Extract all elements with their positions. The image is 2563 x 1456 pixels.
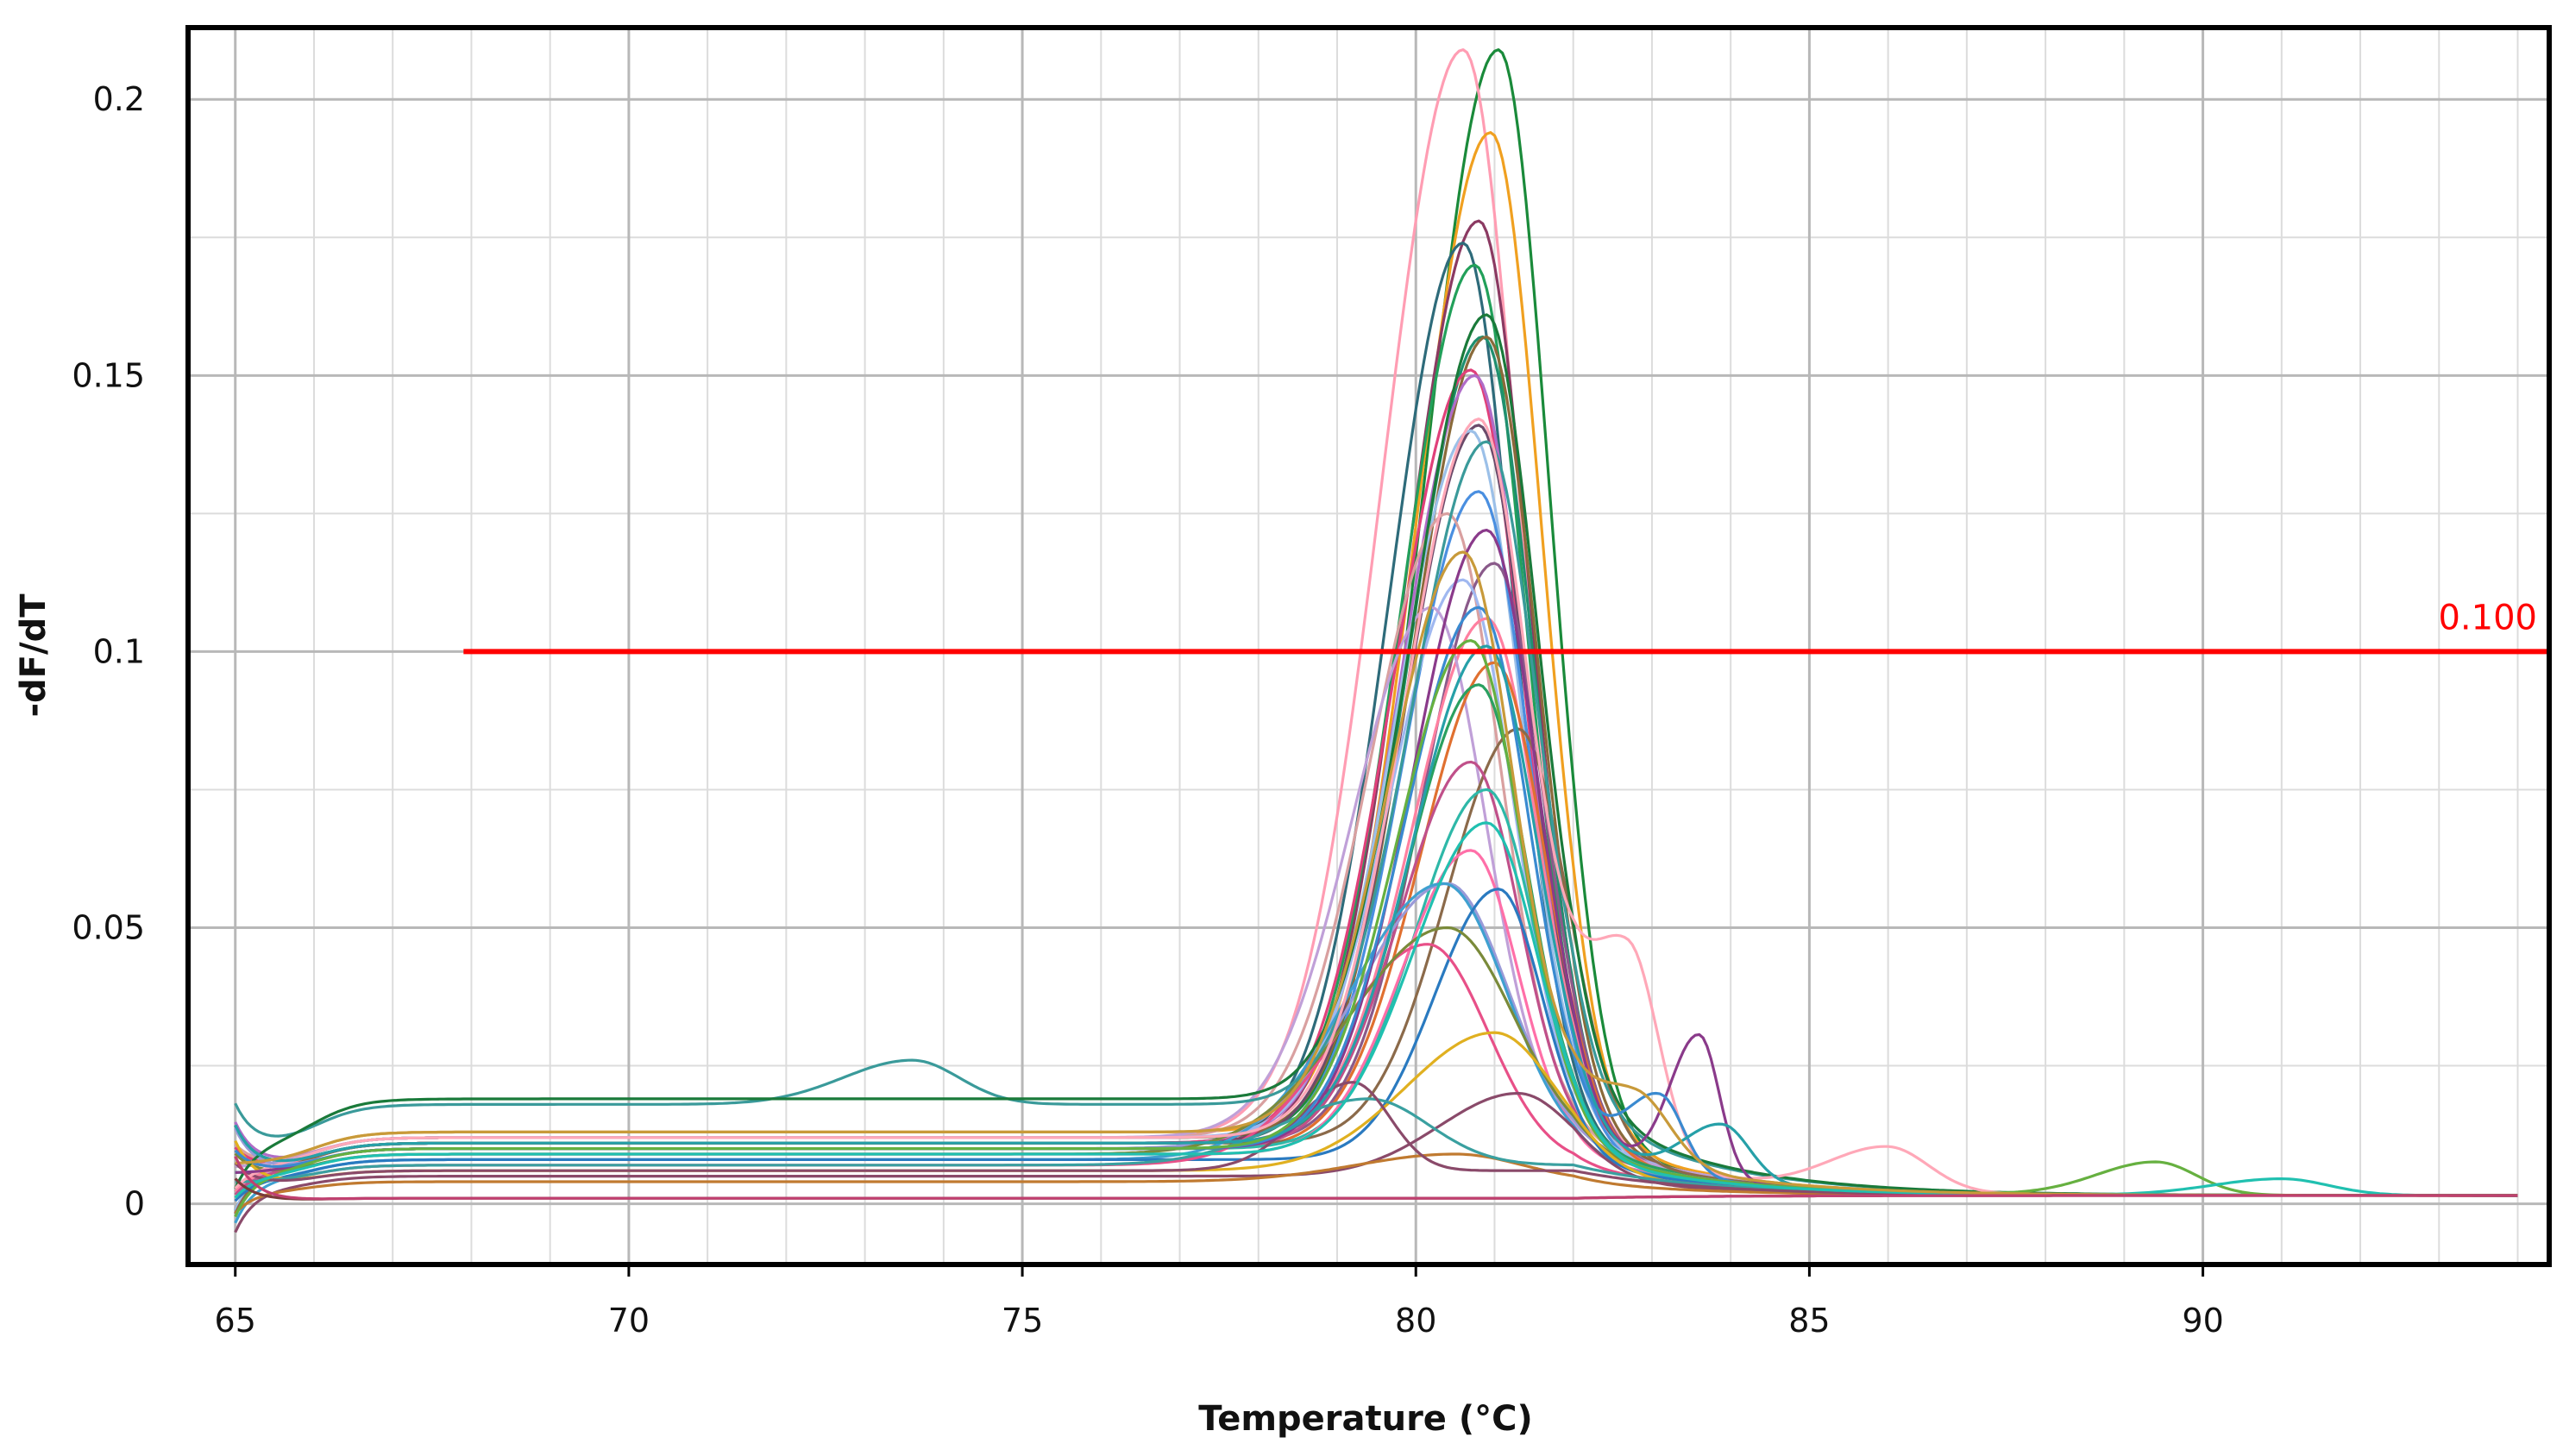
y-tick-label: 0.1 [93, 632, 145, 670]
x-tick-label: 80 [1395, 1302, 1436, 1340]
x-axis-ticks: 65 70 75 80 85 90 [215, 1265, 2224, 1340]
y-tick-label: 0.15 [72, 356, 145, 394]
melt-curves [234, 48, 2518, 1233]
x-tick-label: 90 [2182, 1302, 2223, 1340]
y-tick-label: 0.2 [93, 80, 145, 118]
x-tick-label: 65 [215, 1302, 256, 1340]
y-axis-title: -dF/dT [14, 593, 53, 718]
threshold-label: 0.100 [2438, 598, 2537, 637]
x-axis-title: Temperature (°C) [1198, 1399, 1533, 1439]
melt-curve [234, 1155, 2518, 1201]
melt-curve [234, 821, 2518, 1199]
y-tick-label: 0 [124, 1185, 145, 1223]
y-tick-label: 0.05 [72, 908, 145, 946]
x-tick-label: 75 [1002, 1302, 1043, 1340]
y-axis-ticks: 0 0.05 0.1 0.15 0.2 [72, 80, 145, 1222]
plot-frame [185, 25, 2552, 1267]
x-tick-label: 85 [1788, 1302, 1830, 1340]
threshold[interactable]: 0.100 [463, 598, 2549, 655]
x-tick-label: 70 [608, 1302, 650, 1340]
melt-curve [234, 639, 2518, 1218]
